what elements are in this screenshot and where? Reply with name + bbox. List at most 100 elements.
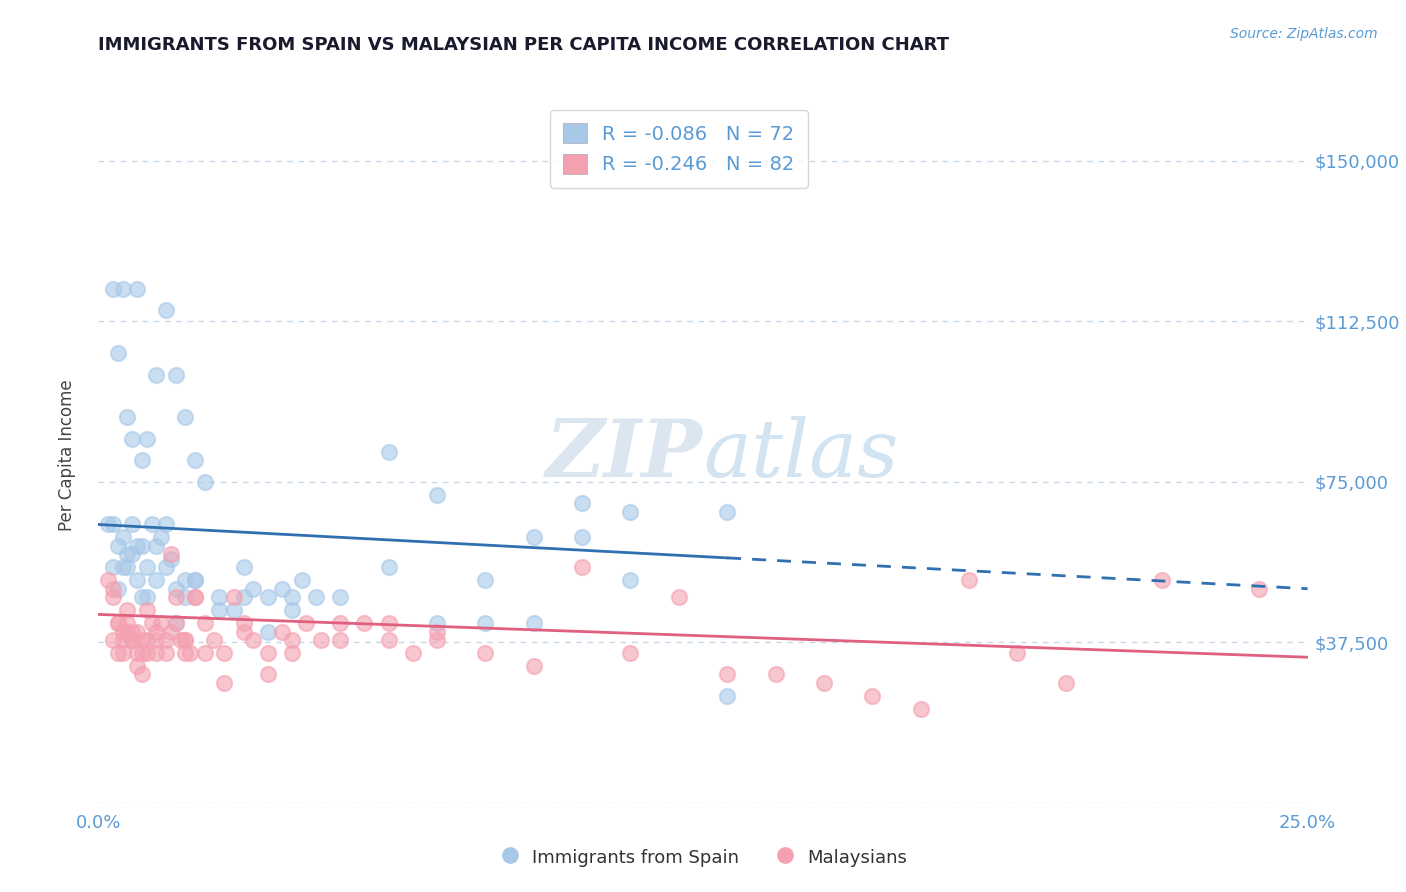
Point <box>271 624 294 639</box>
Point <box>402 646 425 660</box>
Point <box>571 530 593 544</box>
Point <box>426 624 449 639</box>
Point <box>668 591 690 605</box>
Point <box>184 453 207 467</box>
Point <box>212 676 235 690</box>
Point <box>281 633 304 648</box>
Point <box>155 517 177 532</box>
Point <box>117 624 139 639</box>
Point <box>127 539 149 553</box>
Point <box>97 573 120 587</box>
Point <box>523 615 546 630</box>
Point <box>150 530 173 544</box>
Point <box>165 615 187 630</box>
Point <box>101 560 124 574</box>
Point <box>290 573 312 587</box>
Point <box>571 496 593 510</box>
Point <box>232 615 254 630</box>
Point <box>135 432 157 446</box>
Point <box>329 615 352 630</box>
Point <box>716 505 738 519</box>
Point <box>174 646 197 660</box>
Point <box>232 560 254 574</box>
Point <box>212 646 235 660</box>
Point <box>523 658 546 673</box>
Point <box>910 701 932 715</box>
Point <box>194 475 217 489</box>
Point <box>155 303 177 318</box>
Point <box>860 689 883 703</box>
Point <box>242 633 264 648</box>
Point <box>131 591 153 605</box>
Point <box>165 368 187 382</box>
Point <box>232 591 254 605</box>
Point <box>155 633 177 648</box>
Point <box>377 560 399 574</box>
Point <box>222 591 245 605</box>
Point <box>377 615 399 630</box>
Legend: R = -0.086   N = 72, R = -0.246   N = 82: R = -0.086 N = 72, R = -0.246 N = 82 <box>550 110 808 188</box>
Point <box>426 633 449 648</box>
Point <box>111 624 134 639</box>
Point <box>135 603 157 617</box>
Point <box>107 582 129 596</box>
Legend: Immigrants from Spain, Malaysians: Immigrants from Spain, Malaysians <box>492 840 914 874</box>
Point <box>131 646 153 660</box>
Point <box>121 633 143 648</box>
Point <box>155 646 177 660</box>
Point <box>97 517 120 532</box>
Point <box>242 582 264 596</box>
Point <box>111 633 134 648</box>
Point <box>813 676 835 690</box>
Point <box>305 591 328 605</box>
Point <box>135 646 157 660</box>
Point <box>281 646 304 660</box>
Point <box>281 603 304 617</box>
Point <box>474 615 496 630</box>
Point <box>184 573 207 587</box>
Point <box>117 603 139 617</box>
Point <box>121 624 143 639</box>
Point <box>309 633 332 648</box>
Point <box>174 591 197 605</box>
Point <box>121 633 143 648</box>
Point <box>957 573 980 587</box>
Point <box>117 560 139 574</box>
Point <box>204 633 226 648</box>
Point <box>377 633 399 648</box>
Point <box>121 548 143 562</box>
Point <box>127 573 149 587</box>
Point <box>208 603 231 617</box>
Point <box>117 410 139 425</box>
Point <box>295 615 318 630</box>
Point <box>353 615 375 630</box>
Point <box>117 615 139 630</box>
Point <box>765 667 787 681</box>
Point <box>329 591 352 605</box>
Text: ZIP: ZIP <box>546 417 703 493</box>
Text: IMMIGRANTS FROM SPAIN VS MALAYSIAN PER CAPITA INCOME CORRELATION CHART: IMMIGRANTS FROM SPAIN VS MALAYSIAN PER C… <box>98 36 949 54</box>
Point <box>145 573 167 587</box>
Point <box>135 633 157 648</box>
Text: Source: ZipAtlas.com: Source: ZipAtlas.com <box>1230 27 1378 41</box>
Point <box>141 517 163 532</box>
Point <box>256 646 278 660</box>
Point <box>256 624 278 639</box>
Point <box>111 282 134 296</box>
Point <box>131 667 153 681</box>
Point <box>184 591 207 605</box>
Point <box>101 582 124 596</box>
Point <box>131 633 153 648</box>
Point <box>165 615 187 630</box>
Point <box>101 282 124 296</box>
Point <box>135 591 157 605</box>
Point <box>174 633 197 648</box>
Text: atlas: atlas <box>703 417 898 493</box>
Point <box>619 646 641 660</box>
Point <box>184 591 207 605</box>
Point <box>145 646 167 660</box>
Point <box>377 444 399 458</box>
Point <box>160 551 183 566</box>
Point <box>165 591 187 605</box>
Point <box>107 539 129 553</box>
